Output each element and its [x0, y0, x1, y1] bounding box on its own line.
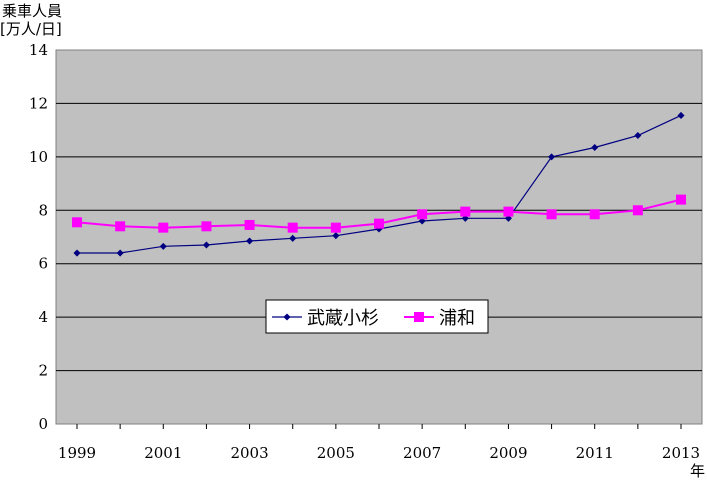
x-tick-label: 2005	[317, 444, 355, 462]
data-point	[202, 241, 210, 249]
data-point	[634, 131, 642, 140]
data-point	[417, 209, 428, 220]
y-tick-label: 0	[38, 415, 48, 433]
legend-label-urawa: 浦和	[439, 308, 475, 329]
data-point	[246, 237, 254, 245]
x-tick-label: 2009	[489, 444, 527, 462]
data-point	[330, 222, 341, 233]
legend-box	[265, 299, 489, 334]
data-point	[289, 234, 297, 242]
data-point	[632, 205, 643, 216]
data-point	[589, 209, 600, 220]
x-tick-label: 2011	[576, 444, 614, 462]
y-axis-ticks: 0 2 4 6 8 10 12 14	[29, 41, 48, 433]
data-point	[591, 143, 599, 152]
x-axis-label: 年	[690, 462, 705, 480]
y-tick-label: 14	[29, 41, 48, 59]
data-point	[287, 222, 298, 233]
y-tick-label: 8	[38, 201, 48, 219]
data-point	[159, 242, 167, 250]
data-point	[548, 153, 556, 161]
data-point	[374, 218, 384, 229]
series-1	[72, 194, 686, 233]
x-tick-label: 1999	[58, 444, 96, 462]
data-point	[460, 206, 471, 217]
data-point	[73, 249, 81, 257]
legend-label-musashikosugi: 武蔵小杉	[307, 308, 379, 329]
data-point	[503, 206, 514, 217]
data-point	[116, 249, 124, 257]
y-tick-label: 12	[29, 94, 48, 112]
data-point	[158, 222, 169, 233]
legend-marker-urawa	[414, 312, 424, 322]
data-point	[201, 221, 212, 232]
data-point	[546, 209, 557, 220]
gridlines	[56, 102, 702, 372]
data-point	[115, 221, 126, 232]
x-axis-ticks: 1999 2001 2003 2005 2007 2009 2011 2013	[58, 424, 700, 462]
x-tick-label: 2001	[144, 444, 182, 462]
y-axis-label-line1: 乗車人員	[2, 2, 62, 20]
x-tick-label: 2007	[403, 444, 441, 462]
y-tick-label: 2	[38, 362, 48, 380]
x-tick-label: 2003	[230, 444, 268, 462]
data-point	[244, 219, 255, 230]
y-tick-label: 6	[38, 255, 48, 273]
data-point	[676, 194, 686, 205]
legend: 武蔵小杉 浦和	[265, 299, 489, 334]
y-axis-label-line2: [万人/日]	[0, 20, 62, 38]
y-tick-label: 10	[29, 148, 48, 166]
x-tick-label: 2013	[662, 444, 700, 462]
data-point	[332, 232, 340, 240]
y-tick-label: 4	[38, 308, 48, 326]
data-point	[72, 217, 82, 228]
series-layer	[72, 111, 686, 257]
legend-marker-musashikosugi	[283, 313, 291, 321]
plot-area	[55, 49, 703, 425]
data-point	[677, 111, 685, 119]
